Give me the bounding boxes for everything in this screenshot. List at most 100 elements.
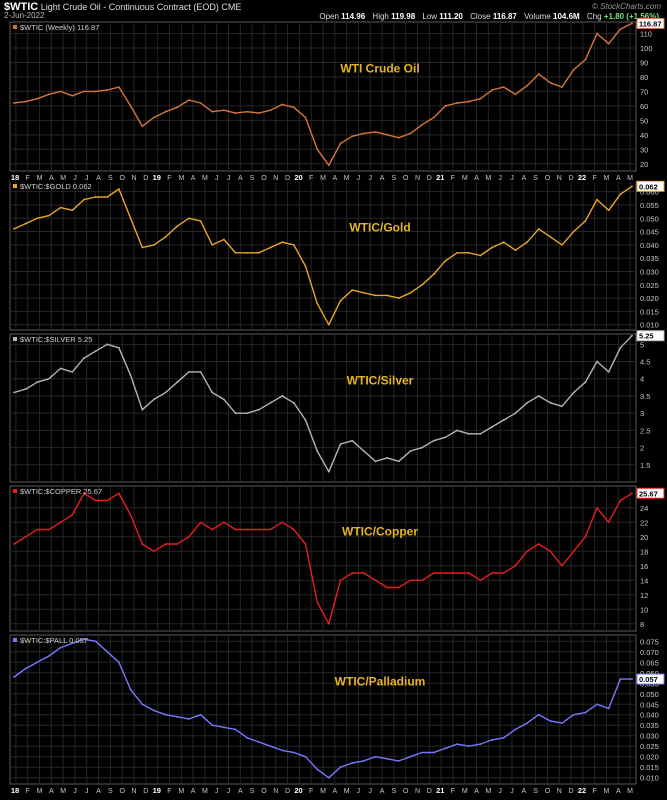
x-tick-label: M [202,175,208,182]
chart-panel-4: 8 10 12 14 16 18 20 22 24 $WTIC:$COPPER 25.67 WTIC… [9,485,665,632]
y-tick-label: 18 [640,547,648,556]
y-tick-label: 0.050 [640,690,659,699]
data-point [421,283,424,286]
x-tick-label: N [557,788,562,795]
data-point [176,225,179,228]
x-tick-label: O [403,788,409,795]
x-tick-label: A [49,788,54,795]
x-tick-label: 22 [578,173,586,182]
data-point [257,528,260,531]
data-point [129,217,132,220]
y-tick-label: 3.5 [640,392,650,401]
y-tick-label: 0.060 [640,188,659,197]
x-tick-label: M [627,788,633,795]
x-tick-label: A [332,788,337,795]
x-tick-label: J [368,175,372,182]
series-line [13,335,633,473]
x-tick-label: A [238,788,243,795]
data-point [596,703,598,706]
x-tick-label: A [474,175,479,182]
data-point [607,707,610,710]
y-tick-label: 0.040 [640,241,659,250]
data-point [491,572,493,574]
x-tick-label: S [108,175,113,182]
x-tick-label: M [604,788,610,795]
data-point [94,499,97,502]
data-point [351,572,354,574]
data-point [292,751,295,754]
data-point [211,724,214,727]
data-point [141,125,144,128]
data-point [491,246,493,249]
data-point [164,713,167,716]
data-point [432,751,435,754]
y-tick-label: 0.035 [640,254,659,263]
data-point [153,550,155,553]
legend-swatch [13,25,17,29]
data-point [304,265,307,268]
x-tick-label: A [191,788,196,795]
y-tick-label: 0.025 [640,281,659,290]
data-point [83,90,85,93]
x-tick-label: O [119,788,125,795]
data-point [596,198,598,201]
data-point [269,109,272,112]
data-point [94,350,97,353]
data-point [362,132,365,135]
data-point [467,100,470,103]
x-tick-label: M [320,788,326,795]
x-tick-label: O [545,788,551,795]
x-tick-label: J [510,175,514,182]
last-value-label: 25.67 [639,489,658,498]
data-point [572,391,575,394]
x-tick-label: J [498,788,502,795]
data-point [374,579,377,582]
x-axis-2: 18 F M A M J J A S O N D 19 F M A M J J A S O N D 20 F M A M J J A S O N D 2… [10,785,636,795]
x-tick-label: J [357,175,361,182]
data-point [281,395,284,397]
x-tick-label: M [178,175,184,182]
data-point [222,109,225,112]
data-point [71,94,74,97]
data-point [432,116,435,119]
data-point [188,370,190,373]
data-point [351,289,354,291]
data-point [561,243,563,246]
x-tick-label: F [167,175,171,182]
x-tick-label: 19 [153,173,161,182]
y-tick-label: 60 [640,102,648,111]
data-point [584,58,587,61]
y-tick-label: 0.040 [640,711,659,720]
y-tick-label: 0.025 [640,742,659,751]
last-value-badge [636,17,665,29]
data-point [118,188,120,190]
data-point [421,123,424,126]
data-point [502,736,505,739]
data-point [188,535,190,538]
data-point [222,238,225,241]
chart-panel-1: 20 30 40 50 60 70 80 90 100 110 $WTIC (Weekly) 116… [9,17,665,172]
x-tick-label: N [273,788,278,795]
x-tick-label: M [320,175,326,182]
data-point [526,241,528,244]
data-point [153,398,155,401]
data-point [526,84,528,87]
data-point [129,688,132,691]
x-tick-label: A [521,175,526,182]
y-tick-label: 20 [640,160,648,169]
data-point [386,757,389,760]
x-tick-label: A [521,788,526,795]
data-point [13,676,15,678]
x-tick-label: J [85,788,89,795]
y-tick-label: 80 [640,73,648,82]
data-point [257,112,260,115]
x-tick-label: F [26,175,30,182]
data-point [129,514,132,516]
data-point [106,650,109,653]
data-point [83,638,85,641]
data-point [316,148,319,151]
y-tick-label: 8 [640,620,644,629]
y-tick-label: 12 [640,591,648,600]
x-tick-label: M [202,788,208,795]
data-point [327,776,330,779]
